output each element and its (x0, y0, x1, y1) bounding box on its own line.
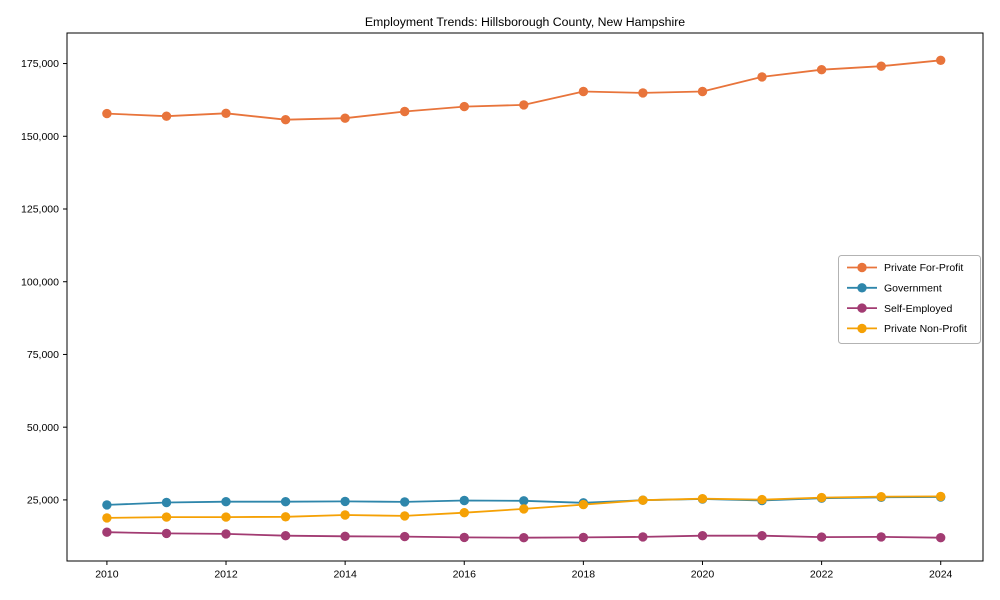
series-marker-government (340, 496, 350, 507)
series-marker-private-for-profit (102, 108, 112, 119)
series-marker-self-employed (816, 532, 827, 542)
y-tick-label: 125,000 (21, 204, 59, 216)
x-tick-label: 2010 (95, 569, 119, 581)
x-tick-label: 2012 (214, 569, 238, 581)
series-marker-private-for-profit (459, 101, 469, 112)
plot-frame (66, 32, 984, 562)
series-line-private-for-profit (106, 59, 942, 121)
series-marker-private-for-profit (161, 111, 172, 121)
legend-label: Government (884, 283, 942, 295)
series-marker-private-non-profit (578, 499, 589, 510)
series-marker-self-employed (519, 533, 529, 543)
series-marker-self-employed (459, 532, 469, 543)
series-marker-private-non-profit (638, 495, 648, 505)
series-marker-self-employed (400, 531, 410, 542)
legend-marker (857, 283, 867, 293)
series-marker-government (161, 497, 172, 508)
legend-entry-private-non-profit: Private Non-Profit (847, 323, 967, 335)
series-marker-private-non-profit (519, 504, 529, 514)
series-marker-self-employed (221, 529, 231, 539)
legend-entry-private-for-profit: Private For-Profit (847, 262, 963, 274)
series-marker-self-employed (578, 532, 589, 543)
series-marker-government (221, 497, 231, 507)
x-tick-label: 2022 (810, 569, 834, 581)
legend-label: Private For-Profit (884, 262, 963, 274)
series-marker-private-non-profit (876, 492, 886, 502)
series-marker-government (280, 497, 291, 507)
y-tick-label: 25,000 (27, 495, 59, 507)
legend-label: Private Non-Profit (884, 323, 967, 335)
series-marker-self-employed (638, 532, 648, 542)
series-marker-self-employed (697, 531, 708, 541)
series-marker-private-for-profit (519, 100, 529, 110)
series-marker-government (102, 500, 112, 510)
series-marker-self-employed (757, 531, 767, 541)
x-tick-label: 2024 (929, 569, 953, 581)
x-tick-label: 2014 (333, 569, 357, 581)
x-tick-label: 2016 (453, 569, 477, 581)
series-marker-private-for-profit (936, 55, 946, 65)
series-marker-private-non-profit (400, 511, 410, 521)
legend-label: Self-Employed (884, 303, 952, 315)
y-tick-label: 50,000 (27, 422, 59, 434)
series-marker-private-for-profit (876, 61, 886, 71)
series-marker-self-employed (161, 528, 172, 539)
series-marker-self-employed (936, 533, 946, 543)
legend-entry-self-employed: Self-Employed (847, 303, 952, 315)
legend-entry-government: Government (847, 283, 942, 295)
series-marker-private-non-profit (280, 512, 291, 522)
y-tick-label: 75,000 (27, 349, 59, 361)
series-marker-private-for-profit (221, 108, 231, 119)
y-tick-label: 175,000 (21, 58, 59, 70)
series-marker-self-employed (876, 532, 886, 542)
legend: Private For-Profit Government Self-Employe… (838, 255, 981, 344)
series-marker-private-non-profit (161, 512, 172, 522)
x-tick-label: 2018 (572, 569, 596, 581)
series-marker-private-for-profit (697, 86, 708, 97)
series-marker-private-non-profit (459, 508, 469, 518)
series-marker-private-for-profit (578, 86, 589, 97)
series-marker-self-employed (340, 531, 350, 541)
series-marker-private-for-profit (280, 115, 291, 125)
series-marker-private-non-profit (221, 512, 231, 522)
series-marker-self-employed (280, 531, 291, 541)
legend-box (838, 255, 981, 344)
x-tick-label: 2020 (691, 569, 715, 581)
series-marker-private-non-profit (102, 513, 112, 523)
series-marker-private-for-profit (340, 113, 350, 123)
series-marker-self-employed (102, 527, 112, 537)
series-marker-private-for-profit (757, 72, 767, 82)
series-marker-private-non-profit (816, 492, 827, 503)
y-tick-label: 150,000 (21, 131, 59, 143)
series-marker-private-non-profit (340, 510, 350, 520)
series-marker-government (519, 496, 529, 506)
chart-title: Employment Trends: Hillsborough County, … (365, 15, 685, 29)
legend-marker (857, 262, 867, 273)
series-marker-private-for-profit (400, 106, 410, 117)
y-tick-label: 100,000 (21, 276, 59, 288)
series-marker-government (459, 495, 469, 506)
series-marker-private-non-profit (697, 494, 708, 504)
series-marker-private-non-profit (936, 491, 946, 502)
series-marker-government (400, 497, 410, 507)
legend-marker (857, 303, 867, 313)
legend-marker (857, 323, 867, 334)
series-marker-private-non-profit (757, 494, 767, 505)
plot-layers: 25,000 50,000 75,000 100,000 125,000 150,000 1… (21, 32, 984, 581)
series-marker-private-for-profit (816, 65, 827, 75)
series-marker-private-for-profit (638, 88, 648, 98)
